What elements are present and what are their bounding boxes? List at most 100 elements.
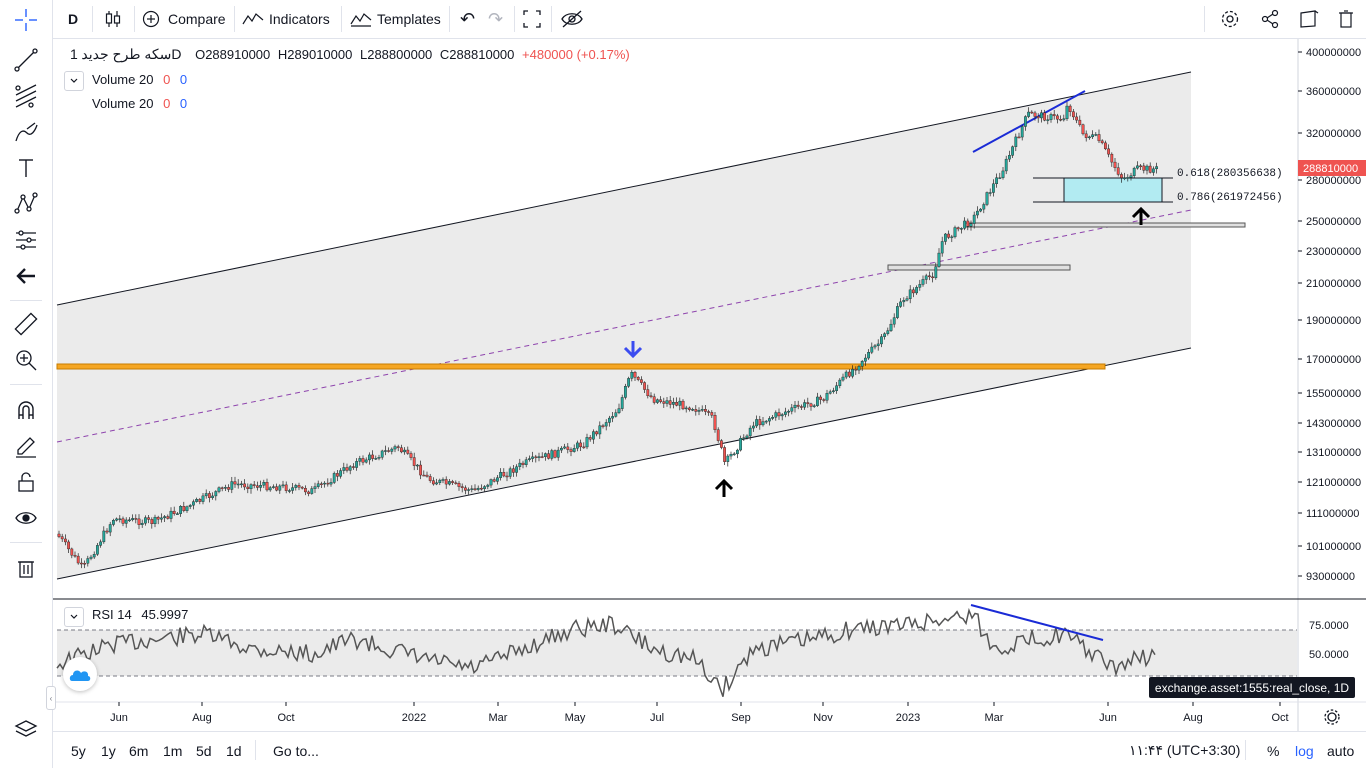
candle-body: [166, 516, 170, 519]
candle-body: [988, 192, 992, 194]
range-1d[interactable]: 1d: [226, 742, 242, 759]
lock-icon[interactable]: [12, 468, 40, 496]
time-tick-label: Jul: [650, 712, 664, 724]
candle-body: [223, 487, 227, 489]
channel-top-line[interactable]: [56, 71, 1192, 306]
snapshot-icon[interactable]: [1298, 0, 1320, 38]
tradingview-logo[interactable]: [63, 657, 97, 691]
prediction-icon[interactable]: [12, 226, 40, 254]
channel-bottom-line[interactable]: [56, 347, 1192, 580]
up-arrow-icon: [714, 478, 734, 497]
fib-786-label: 0.786(261972456): [1177, 192, 1283, 204]
pitchfork-icon[interactable]: [12, 82, 40, 110]
candle-body: [310, 488, 314, 494]
price-axis[interactable]: 400000000 360000000 320000000 280000000 2500…: [1298, 47, 1361, 583]
redo-icon[interactable]: ↷: [488, 8, 504, 29]
candle-body: [976, 210, 979, 216]
undo-icon[interactable]: ↶: [460, 8, 476, 29]
candle-body: [1110, 153, 1114, 163]
resistance-level[interactable]: [56, 363, 1106, 370]
candle-body: [678, 400, 682, 406]
study-legend-volume-2[interactable]: Volume 20 0 0: [92, 96, 187, 111]
candle-body: [444, 479, 448, 485]
back-arrow-icon[interactable]: [12, 262, 40, 290]
log-toggle[interactable]: log: [1295, 742, 1314, 759]
support-zone-2[interactable]: [964, 222, 1246, 228]
range-5y[interactable]: 5y: [71, 742, 86, 759]
collapse-legend-button[interactable]: [64, 71, 84, 91]
chart-area[interactable]: 0.618(280356638) 0.786(261972456) 400000…: [53, 39, 1366, 731]
candle-body: [732, 453, 736, 456]
study-value: 0: [163, 96, 171, 111]
indicators-label: Indicators: [269, 11, 330, 27]
candle-body: [320, 483, 323, 485]
candle-body: [243, 483, 246, 488]
candle-body: [729, 454, 733, 457]
eye-icon[interactable]: [12, 504, 40, 532]
indicators-button[interactable]: Indicators: [242, 0, 330, 38]
trash-icon[interactable]: [1337, 0, 1355, 38]
collapse-rsi-legend-button[interactable]: [64, 607, 84, 627]
candle-body: [688, 407, 691, 410]
price-tick-label: 190000000: [1306, 315, 1361, 327]
ruler-icon[interactable]: [12, 310, 40, 338]
drawing-mode-icon[interactable]: [12, 432, 40, 460]
range-6m[interactable]: 6m: [129, 742, 149, 759]
auto-toggle[interactable]: auto: [1327, 742, 1355, 759]
interval-button[interactable]: D: [68, 11, 79, 27]
candle-body: [675, 402, 679, 406]
time-axis[interactable]: Jun Aug Oct 2022 Mar May Jul Sep Nov 2023 Mar Jun Au…: [110, 702, 1289, 724]
candle-body: [636, 377, 640, 380]
support-zone-1[interactable]: [887, 264, 1071, 271]
candle-body: [172, 510, 176, 514]
range-1m[interactable]: 1m: [163, 742, 183, 759]
symbol-name[interactable]: سکه طرح جدید: [81, 46, 172, 62]
candle-body: [547, 453, 550, 459]
remove-drawings-icon[interactable]: [12, 554, 40, 582]
range-5d[interactable]: 5d: [196, 742, 212, 759]
collapse-toolbar-handle[interactable]: ‹: [46, 686, 56, 710]
candle-body: [249, 484, 253, 490]
timezone-clock[interactable]: ۱۱:۴۴ (UTC+3:30): [1129, 742, 1241, 758]
candle-body: [1052, 114, 1056, 117]
templates-button[interactable]: Templates: [350, 0, 441, 38]
top-toolbar: D Compare Indicators Templates ↶ ↷: [0, 0, 1366, 39]
divider: [514, 6, 515, 32]
compare-button[interactable]: Compare: [142, 0, 226, 38]
candle-body: [614, 412, 618, 417]
goto-button[interactable]: Go to...: [273, 742, 319, 759]
candle-body: [121, 518, 125, 524]
fib-zone[interactable]: [1063, 177, 1163, 203]
candle-body: [902, 300, 906, 303]
percent-toggle[interactable]: %: [1267, 742, 1280, 759]
divergence-rsi-line[interactable]: [970, 604, 1104, 641]
zoom-in-icon[interactable]: [12, 346, 40, 374]
divergence-price-line[interactable]: [972, 90, 1086, 153]
object-tree-icon[interactable]: [12, 716, 40, 744]
range-1y[interactable]: 1y: [101, 742, 116, 759]
crosshair-icon[interactable]: [12, 6, 40, 34]
candle-body: [419, 464, 422, 476]
settings-gear-icon[interactable]: [1219, 0, 1241, 38]
candles-icon[interactable]: [102, 0, 124, 38]
candle-body: [329, 482, 333, 485]
channel-median-line[interactable]: [56, 209, 1192, 443]
pattern-icon[interactable]: [12, 190, 40, 218]
candle-body: [592, 431, 595, 440]
rsi-legend[interactable]: RSI 14 45.9997: [92, 607, 188, 622]
study-legend-volume-1[interactable]: Volume 20 0 0: [92, 72, 187, 87]
candle-body: [86, 558, 90, 564]
rsi-line: [56, 607, 1156, 697]
brush-icon[interactable]: [12, 118, 40, 146]
text-icon[interactable]: [12, 154, 40, 182]
hide-drawings-icon[interactable]: [560, 0, 584, 38]
candle-body: [89, 556, 93, 559]
fullscreen-icon[interactable]: [522, 0, 542, 38]
trend-line-icon[interactable]: [12, 46, 40, 74]
candle-body: [969, 223, 973, 227]
candle-body: [1123, 177, 1127, 179]
share-icon[interactable]: [1260, 0, 1280, 38]
candle-body: [1043, 112, 1047, 121]
magnet-icon[interactable]: [12, 396, 40, 424]
axis-settings-gear-icon[interactable]: [1324, 709, 1340, 725]
